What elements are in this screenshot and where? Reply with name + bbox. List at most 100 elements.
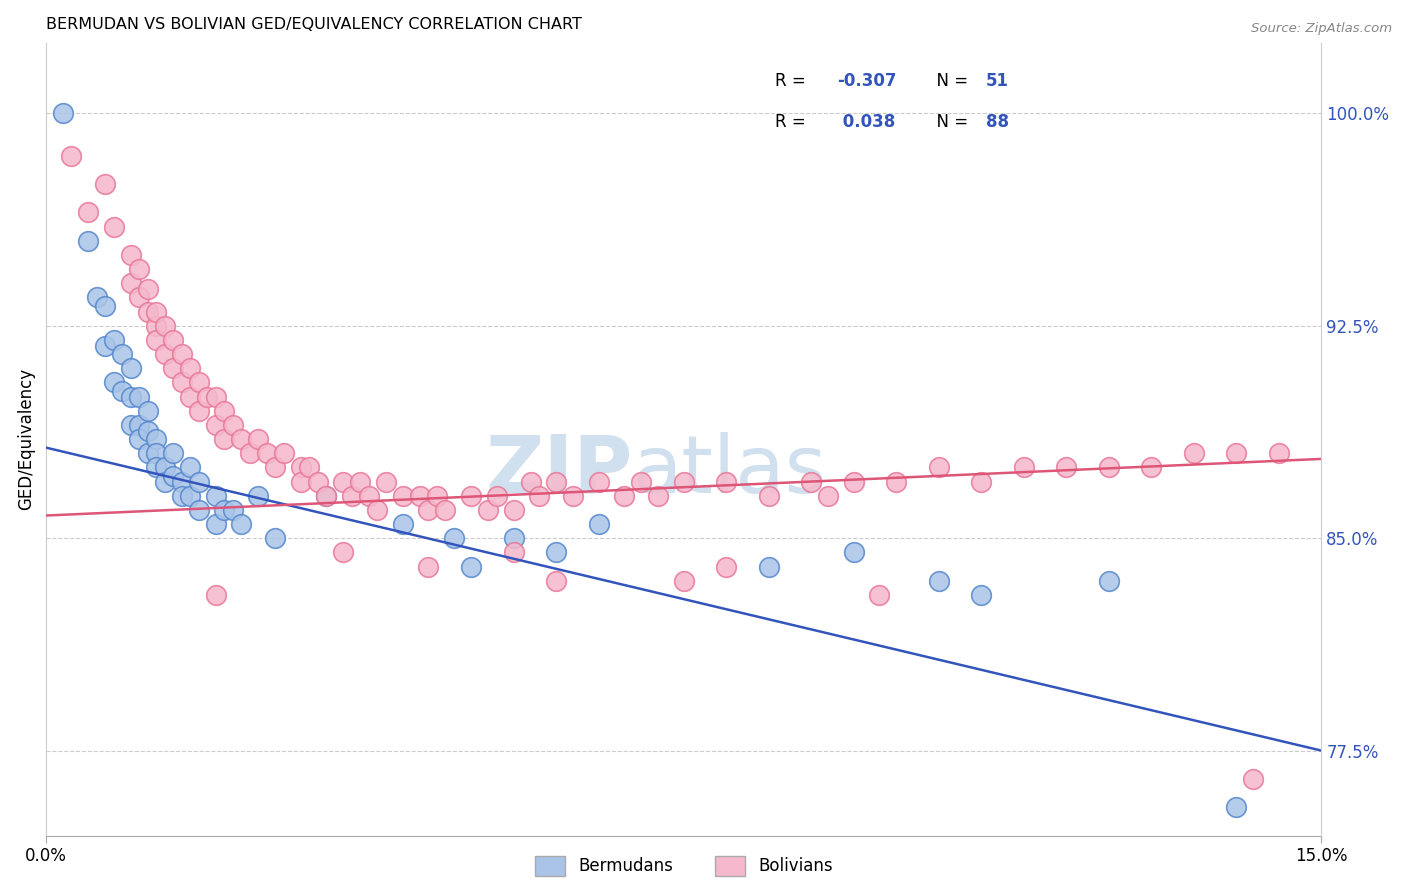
Point xyxy=(1182,446,1205,460)
Point xyxy=(307,475,329,489)
Point xyxy=(187,475,209,489)
Point xyxy=(214,403,236,417)
Text: -0.307: -0.307 xyxy=(837,71,896,89)
Point xyxy=(187,376,209,390)
Point xyxy=(1225,446,1247,460)
Point xyxy=(1012,460,1035,475)
Point xyxy=(145,333,167,347)
Point xyxy=(170,475,193,489)
Point xyxy=(544,545,567,559)
Point xyxy=(120,277,142,291)
Point xyxy=(120,248,142,262)
Point xyxy=(613,489,636,503)
Point xyxy=(170,489,193,503)
Point xyxy=(264,531,287,545)
Point xyxy=(60,149,83,163)
Point xyxy=(647,489,669,503)
Point xyxy=(187,403,209,417)
Point xyxy=(434,503,457,517)
Point xyxy=(714,475,737,489)
Point xyxy=(409,489,432,503)
Point xyxy=(672,475,695,489)
Point xyxy=(103,333,125,347)
Point xyxy=(502,531,524,545)
Point xyxy=(868,588,890,602)
Point xyxy=(758,489,780,503)
Point xyxy=(418,559,440,574)
Point xyxy=(170,376,193,390)
Point xyxy=(222,417,245,432)
Text: R =: R = xyxy=(776,71,811,89)
Point xyxy=(562,489,585,503)
Point xyxy=(375,475,398,489)
Point xyxy=(111,384,134,398)
Point xyxy=(145,432,167,446)
Point xyxy=(136,282,159,296)
Point xyxy=(290,475,312,489)
Point xyxy=(153,460,176,475)
Text: 88: 88 xyxy=(986,113,1010,131)
Point xyxy=(247,489,270,503)
Point xyxy=(179,361,201,376)
Point xyxy=(128,262,150,277)
Point xyxy=(162,361,184,376)
Point xyxy=(179,489,201,503)
Point xyxy=(928,574,950,588)
Legend: Bermudans, Bolivians: Bermudans, Bolivians xyxy=(529,849,839,883)
Point xyxy=(86,290,108,304)
Point xyxy=(273,446,295,460)
Point xyxy=(426,489,449,503)
Text: Source: ZipAtlas.com: Source: ZipAtlas.com xyxy=(1251,22,1392,36)
Point xyxy=(205,588,228,602)
Point xyxy=(145,460,167,475)
Point xyxy=(145,304,167,318)
Point xyxy=(195,390,218,404)
Point xyxy=(1054,460,1077,475)
Point xyxy=(357,489,380,503)
Point xyxy=(340,489,363,503)
Point xyxy=(1140,460,1163,475)
Point xyxy=(103,219,125,234)
Point xyxy=(222,503,245,517)
Point xyxy=(187,503,209,517)
Point xyxy=(392,489,415,503)
Point xyxy=(630,475,652,489)
Text: 51: 51 xyxy=(986,71,1010,89)
Text: ZIP: ZIP xyxy=(485,432,633,510)
Point xyxy=(349,475,371,489)
Point xyxy=(485,489,508,503)
Point xyxy=(103,376,125,390)
Point xyxy=(247,432,270,446)
Point xyxy=(290,460,312,475)
Point xyxy=(231,432,253,446)
Point xyxy=(205,417,228,432)
Point xyxy=(588,475,610,489)
Point xyxy=(136,304,159,318)
Point xyxy=(205,516,228,531)
Text: N =: N = xyxy=(927,113,973,131)
Point xyxy=(179,460,201,475)
Point xyxy=(136,424,159,438)
Point xyxy=(231,516,253,531)
Point xyxy=(315,489,337,503)
Point xyxy=(214,432,236,446)
Point xyxy=(128,290,150,304)
Point xyxy=(162,469,184,483)
Point xyxy=(519,475,541,489)
Point xyxy=(714,559,737,574)
Point xyxy=(153,347,176,361)
Point xyxy=(443,531,465,545)
Point xyxy=(52,106,75,120)
Point xyxy=(94,177,117,191)
Point xyxy=(77,234,100,248)
Text: 0.038: 0.038 xyxy=(837,113,896,131)
Point xyxy=(145,318,167,333)
Point xyxy=(128,432,150,446)
Point xyxy=(120,361,142,376)
Point xyxy=(527,489,550,503)
Text: atlas: atlas xyxy=(633,432,827,510)
Point xyxy=(392,516,415,531)
Point xyxy=(672,574,695,588)
Point xyxy=(502,503,524,517)
Point xyxy=(1098,574,1121,588)
